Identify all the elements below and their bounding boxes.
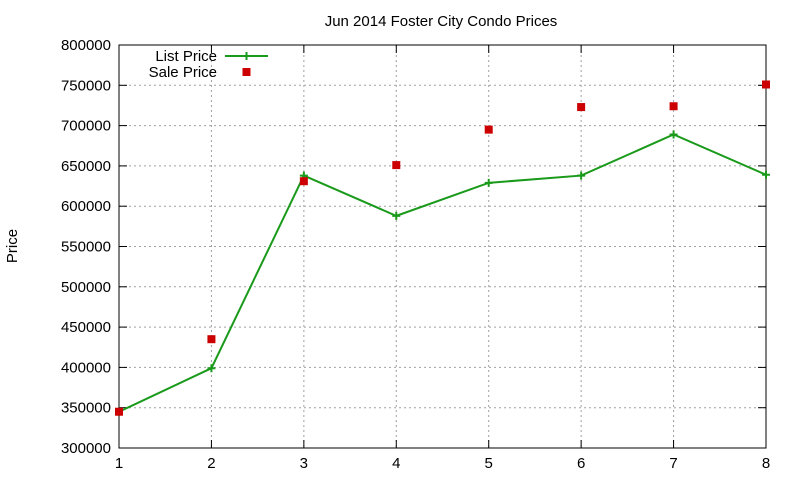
x-tick-label: 2 xyxy=(207,455,215,472)
list-price-point xyxy=(669,130,678,139)
y-axis-label: Price xyxy=(4,229,21,263)
x-tick-label: 3 xyxy=(300,455,308,472)
sale-price-point xyxy=(577,103,586,112)
sale-price-point xyxy=(299,177,308,186)
x-ticks: 1 2 3 4 5 6 7 8 xyxy=(115,455,770,472)
list-price-point xyxy=(762,170,770,179)
list-price-point xyxy=(484,178,493,187)
sale-price-point xyxy=(669,102,678,111)
y-tick-label: 400000 xyxy=(61,359,111,376)
legend-label-0: List Price xyxy=(155,48,217,65)
y-tick-label: 500000 xyxy=(61,279,111,296)
sale-price-point xyxy=(762,80,770,89)
y-tick-label: 700000 xyxy=(61,118,111,135)
list-price-point xyxy=(577,171,586,180)
legend-marker-list-price xyxy=(242,52,251,60)
axes xyxy=(118,44,767,449)
y-tick-label: 550000 xyxy=(61,239,111,256)
list-price-point xyxy=(392,211,401,220)
sale-price-point xyxy=(484,125,493,134)
y-ticks: 300000 350000 400000 450000 500000 550000 6000… xyxy=(61,37,111,457)
y-tick-label: 750000 xyxy=(61,77,111,94)
chart-title: Jun 2014 Foster City Condo Prices xyxy=(325,13,558,30)
y-tick-label: 300000 xyxy=(61,440,111,457)
sale-price-point xyxy=(115,407,123,416)
x-tick-label: 7 xyxy=(669,455,677,472)
plot-border xyxy=(118,44,767,449)
x-tick-label: 6 xyxy=(577,455,585,472)
x-tick-label: 4 xyxy=(392,455,400,472)
sale-price-point xyxy=(392,161,401,170)
legend-label-1: Sale Price xyxy=(149,64,217,81)
y-tick-label: 350000 xyxy=(61,400,111,417)
y-tick-label: 600000 xyxy=(61,198,111,215)
grid xyxy=(119,45,766,448)
y-tick-label: 650000 xyxy=(61,158,111,175)
sale-price-point xyxy=(207,335,216,344)
x-tick-label: 8 xyxy=(762,455,770,472)
legend-marker-sale-price xyxy=(242,68,251,76)
plot-area xyxy=(115,80,770,416)
x-tick-label: 5 xyxy=(485,455,493,472)
x-tick-label: 1 xyxy=(115,455,123,472)
series-line-list-price xyxy=(118,133,767,413)
y-tick-label: 450000 xyxy=(61,319,111,336)
list-price-point xyxy=(207,364,216,373)
y-tick-label: 800000 xyxy=(61,37,111,54)
